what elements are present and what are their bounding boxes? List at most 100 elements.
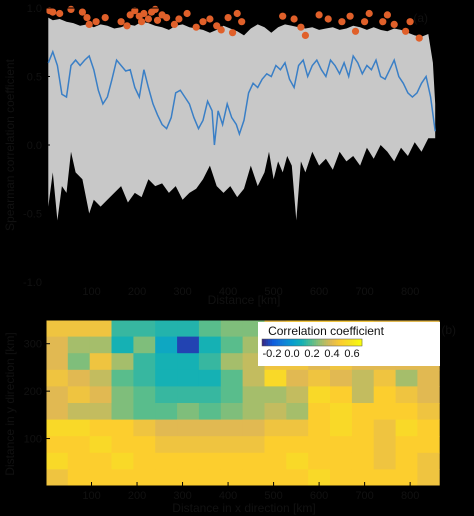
heatmap-cell — [395, 386, 418, 404]
heatmap-cell — [133, 320, 156, 338]
heatmap-cell — [67, 336, 91, 354]
heatmap-cell — [198, 320, 222, 338]
heatmap-cell — [67, 369, 91, 387]
heatmap-cell — [373, 469, 396, 487]
heatmap-cell — [242, 386, 265, 404]
heatmap-cell — [177, 353, 200, 371]
heatmap-cell — [155, 353, 178, 371]
colorbar-segment — [336, 339, 339, 346]
significant-point — [56, 9, 64, 18]
heatmap-cell — [111, 336, 134, 354]
heatmap-cell — [198, 469, 222, 487]
heatmap-cell — [417, 386, 440, 404]
heatmap-cell — [286, 452, 309, 470]
heatmap-cell — [89, 469, 112, 487]
colorbar-segment — [278, 339, 281, 346]
x-tick-label: 700 — [355, 490, 373, 502]
significant-point — [290, 15, 298, 23]
heatmap-cell — [286, 436, 309, 454]
colorbar-segment — [348, 339, 351, 346]
significant-point — [402, 27, 410, 35]
heatmap-cell — [220, 386, 244, 404]
heatmap-cell — [111, 403, 134, 421]
heatmap-cell — [111, 369, 134, 387]
x-tick-label: 800 — [401, 490, 419, 502]
y-tick-label: -1.0 — [23, 277, 42, 289]
heatmap-cell — [220, 353, 244, 371]
heatmap-cell — [67, 436, 91, 454]
colorbar-tick-label: -0.2 — [263, 348, 282, 360]
heatmap-cell — [89, 386, 112, 404]
heatmap-cell — [242, 419, 265, 437]
significant-point — [126, 11, 134, 19]
heatmap-cell — [351, 403, 375, 421]
heatmap-cell — [89, 353, 112, 371]
y-tick-label: 200 — [24, 386, 42, 398]
heatmap-cell — [89, 336, 112, 354]
significant-point — [338, 18, 346, 26]
heatmap-cell — [177, 320, 200, 338]
colorbar-ticks: -0.2 0.0 0.2 0.4 0.6 — [263, 348, 360, 360]
colorbar-tick-label: 0.4 — [324, 348, 339, 360]
x-tick-label: 600 — [310, 286, 328, 298]
x-tick-label: 500 — [264, 490, 282, 502]
heatmap-cell — [286, 369, 309, 387]
colorbar-segment — [342, 339, 345, 346]
significant-point — [229, 29, 237, 37]
heatmap-cell — [198, 369, 222, 387]
significant-point — [78, 8, 86, 16]
x-tick-label: 100 — [82, 490, 100, 502]
panel-a: 100 200 300 400 500 600 700 800 1.0 0.5 0.0 -0.5 -1.… — [3, 3, 443, 307]
significant-point — [163, 14, 171, 22]
colorbar-segment — [332, 339, 335, 346]
heatmap-cell — [220, 469, 244, 487]
heatmap-cell — [46, 386, 69, 404]
significant-point — [183, 9, 191, 18]
panel-a-ticks: 100 200 300 400 500 600 700 800 1.0 0.5 0.0 -0.5 -1.… — [23, 3, 443, 298]
colorbar-segment — [262, 339, 265, 346]
heatmap-cell — [155, 336, 178, 354]
x-tick-label: 700 — [355, 286, 373, 298]
y-tick-label: 1.0 — [27, 3, 42, 15]
heatmap-cell — [133, 452, 156, 470]
heatmap-cell — [264, 469, 287, 487]
heatmap-cell — [177, 469, 200, 487]
x-tick-label: 600 — [310, 490, 328, 502]
colorbar-segment — [356, 339, 359, 346]
significant-point — [199, 18, 207, 26]
heatmap-cell — [373, 403, 396, 421]
colorbar-tick-label: 0.0 — [284, 348, 299, 360]
heatmap-cell — [395, 403, 418, 421]
confidence-band — [48, 17, 436, 221]
y-tick-label: 100 — [24, 434, 42, 446]
heatmap-cell — [67, 353, 91, 371]
colorbar-gradient — [261, 338, 363, 347]
heatmap-cell — [67, 469, 91, 487]
heatmap-cell — [264, 452, 287, 470]
heatmap-cell — [220, 403, 244, 421]
heatmap-cell — [395, 436, 418, 454]
significant-point — [279, 12, 287, 20]
significant-point — [315, 11, 323, 19]
x-tick-label: 800 — [401, 286, 419, 298]
colorbar-segment — [358, 339, 361, 346]
heatmap-cell — [308, 436, 331, 454]
heatmap-cell — [395, 419, 418, 437]
heatmap-cell — [133, 403, 156, 421]
heatmap-cell — [395, 452, 418, 470]
heatmap-cell — [351, 469, 375, 487]
heatmap-cell — [220, 436, 244, 454]
heatmap-cell — [286, 403, 309, 421]
heatmap-cell — [395, 369, 418, 387]
heatmap-cell — [330, 369, 353, 387]
heatmap-cell — [89, 369, 112, 387]
colorbar-tick-label: 0.2 — [304, 348, 319, 360]
colorbar-segment — [290, 339, 293, 346]
colorbar-segment — [284, 339, 287, 346]
colorbar-segment — [270, 339, 273, 346]
colorbar-segment — [276, 339, 279, 346]
x-tick-label: 300 — [173, 490, 191, 502]
x-tick-label: 200 — [128, 490, 146, 502]
heatmap-cell — [177, 403, 200, 421]
panel-b-ylabel: Distance in y direction [km] — [3, 332, 17, 475]
